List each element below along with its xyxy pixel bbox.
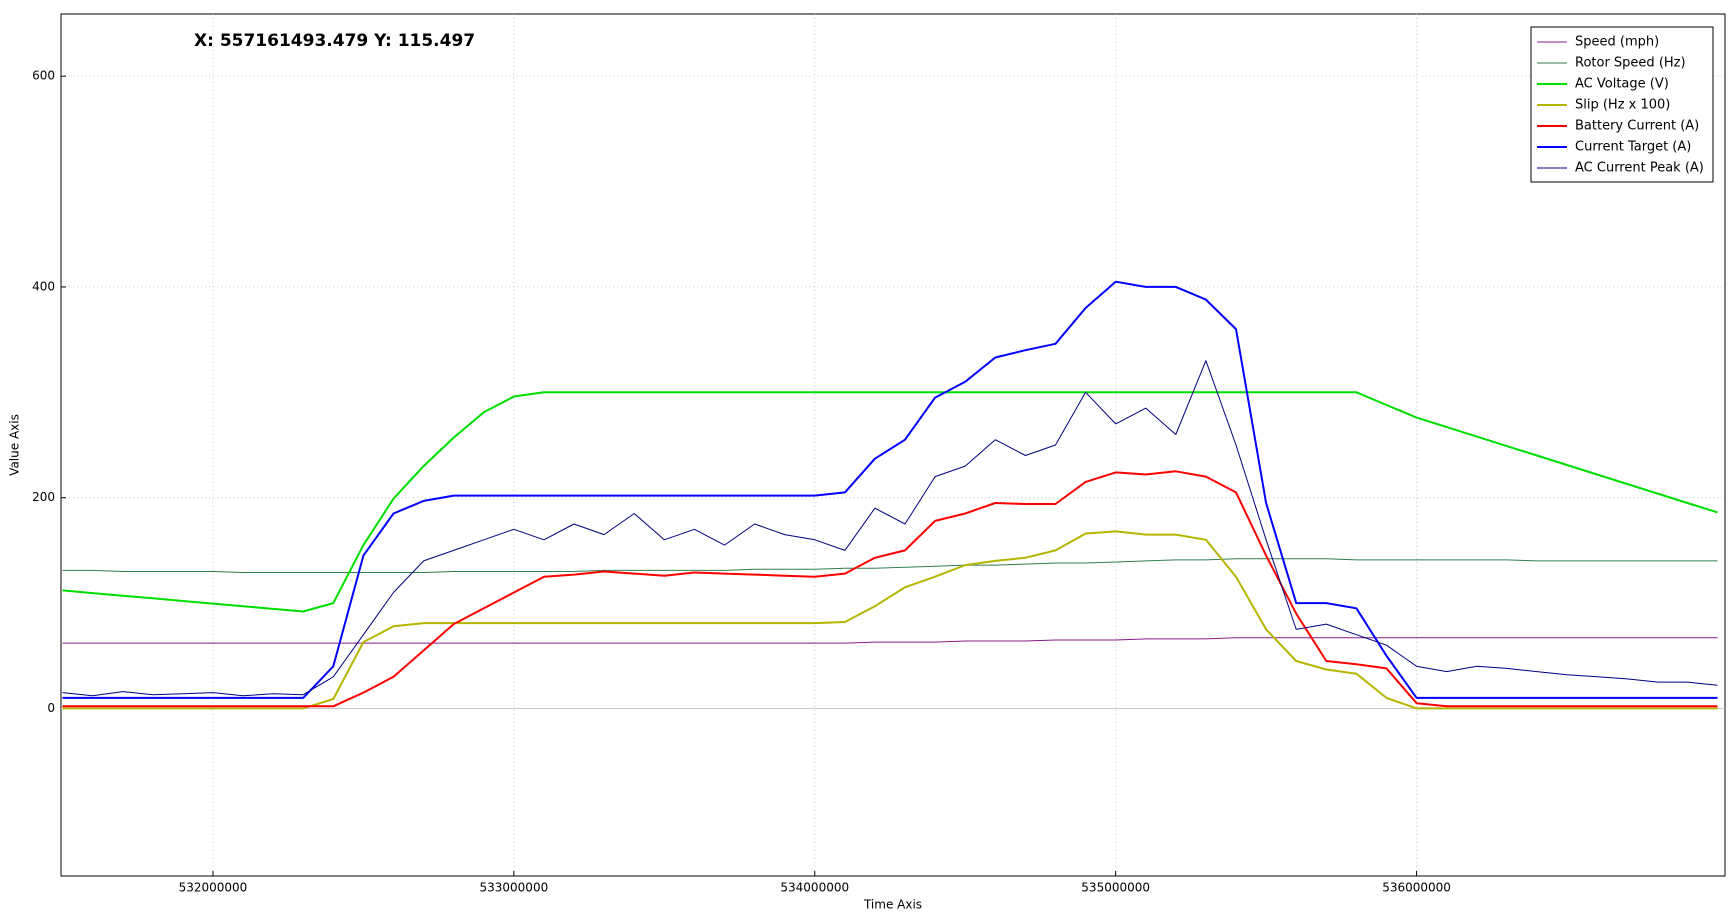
series-line xyxy=(62,391,1718,613)
x-tick-label: 533000000 xyxy=(480,881,549,895)
y-tick-label: 400 xyxy=(32,279,55,293)
y-axis-label: Value Axis xyxy=(8,414,22,476)
series-line xyxy=(62,280,1718,699)
legend-label: AC Current Peak (A) xyxy=(1575,161,1704,176)
x-tick-label: 532000000 xyxy=(179,881,248,895)
series-line xyxy=(62,637,1718,644)
y-tick-label: 0 xyxy=(47,701,55,715)
legend: Speed (mph) Rotor Speed (Hz) AC Voltage (V… xyxy=(1530,26,1714,183)
series-line xyxy=(62,558,1718,573)
plot-frame xyxy=(60,13,1726,877)
x-tick-label: 536000000 xyxy=(1382,881,1451,895)
x-axis-label: Time Axis xyxy=(863,898,922,912)
x-tick-label: 534000000 xyxy=(780,881,849,895)
legend-label: Speed (mph) xyxy=(1575,35,1659,50)
legend-label: Current Target (A) xyxy=(1575,140,1691,155)
annotation: X: 557161493.479 Y: 115.497 xyxy=(194,31,475,51)
series-line xyxy=(62,470,1718,708)
series-line xyxy=(62,360,1718,697)
legend-label: AC Voltage (V) xyxy=(1575,77,1669,92)
y-tick-label: 200 xyxy=(32,490,55,504)
legend-label: Slip (Hz x 100) xyxy=(1575,98,1670,113)
y-tick-label: 600 xyxy=(32,69,55,83)
legend-label: Rotor Speed (Hz) xyxy=(1575,56,1686,71)
x-tick-label: 535000000 xyxy=(1081,881,1150,895)
series-line xyxy=(62,530,1718,710)
legend-label: Battery Current (A) xyxy=(1575,119,1699,134)
